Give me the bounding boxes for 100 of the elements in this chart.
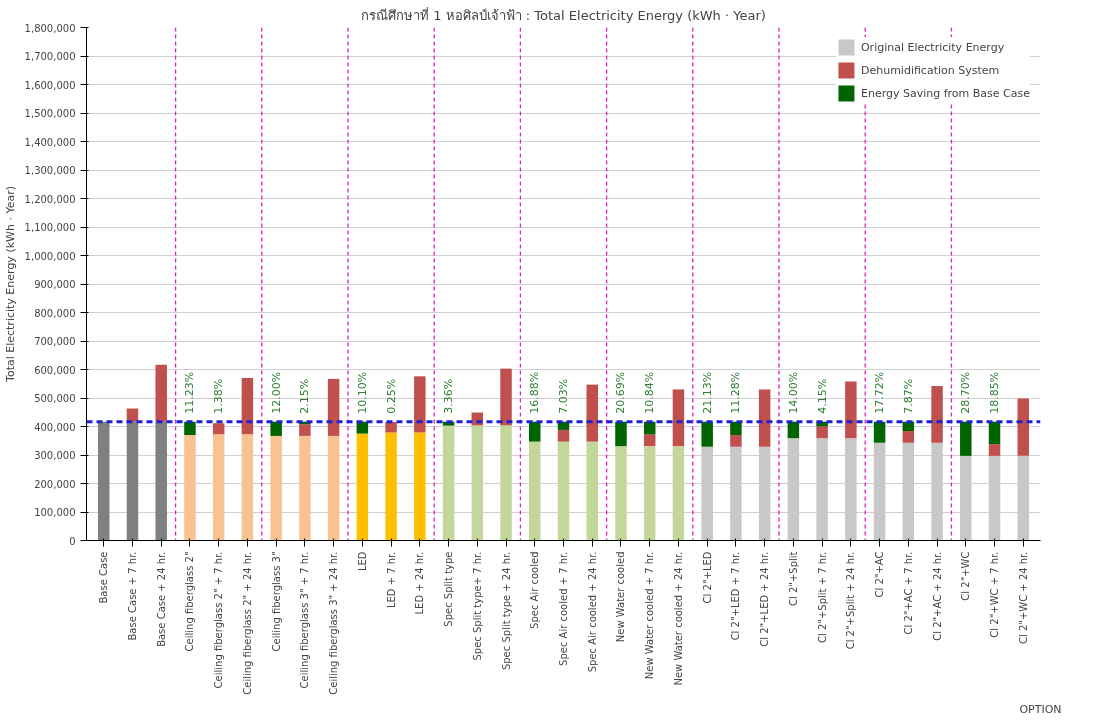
annotation: 12.00% bbox=[269, 371, 283, 414]
bar bbox=[672, 389, 685, 447]
x-tick-label: Cl 2"+AC + 24 hr. bbox=[931, 551, 943, 641]
y-tick-label: 800,000 bbox=[34, 307, 76, 319]
x-tick-label: Base Case bbox=[98, 551, 110, 604]
x-tick-label: LED + 24 hr. bbox=[414, 551, 426, 615]
annotation: 14.00% bbox=[786, 371, 800, 414]
annotation: 10.84% bbox=[643, 371, 657, 414]
bar bbox=[643, 446, 656, 541]
bar bbox=[730, 421, 742, 436]
x-tick-label: Cl 2"+Split + 7 hr. bbox=[816, 551, 828, 643]
bar bbox=[500, 368, 512, 426]
bar bbox=[155, 421, 167, 541]
y-tick-label: 300,000 bbox=[34, 450, 76, 461]
bar bbox=[270, 435, 282, 541]
bar bbox=[126, 421, 139, 541]
bar bbox=[988, 444, 1001, 456]
y-tick-label: 1,800,000 bbox=[24, 22, 76, 34]
annotation: 18.85% bbox=[988, 371, 1002, 414]
annotation: 10.10% bbox=[355, 371, 369, 414]
y-tick-label: 900,000 bbox=[34, 279, 76, 290]
y-tick-label: 500,000 bbox=[34, 393, 76, 404]
x-tick-label: Cl 2"+Split + 24 hr. bbox=[845, 551, 857, 650]
bar bbox=[184, 435, 196, 541]
bar bbox=[615, 446, 627, 541]
x-tick-label: Ceiling fiberglass 3" + 24 hr. bbox=[328, 551, 340, 695]
chart-title: กรณีศึกษาที่ 1 หอศิลป์เจ้าฟ้า : Total Electricity Energy (kWh · Year) bbox=[361, 6, 766, 23]
x-tick-label: LED + 7 hr. bbox=[385, 551, 397, 609]
bar bbox=[414, 432, 426, 541]
y-tick-label: 400,000 bbox=[34, 421, 76, 433]
x-tick-label: New Water cooled bbox=[615, 551, 627, 643]
annotation: 4.15% bbox=[815, 378, 829, 414]
x-tick-label: Base Case + 7 hr. bbox=[126, 551, 138, 641]
bar bbox=[241, 378, 254, 435]
x-tick-label: Ceiling fiberglass 2" bbox=[184, 551, 196, 652]
bar bbox=[184, 421, 196, 436]
x-tick-label: Cl 2"+LED bbox=[701, 551, 713, 604]
bar bbox=[557, 441, 570, 541]
y-tick-label: 200,000 bbox=[34, 478, 76, 490]
bar bbox=[1017, 398, 1030, 456]
x-tick-label: Cl 2"+LED + 24 hr. bbox=[759, 551, 771, 647]
bar bbox=[155, 364, 167, 422]
bar bbox=[385, 432, 397, 541]
bar bbox=[327, 378, 340, 436]
bar bbox=[931, 386, 943, 443]
bar bbox=[873, 421, 886, 443]
bar bbox=[988, 421, 1001, 445]
x-tick-label: Cl 2"+WC + 24 hr. bbox=[1017, 551, 1029, 644]
x-tick-label: Spec Split type bbox=[443, 551, 455, 627]
bar bbox=[672, 446, 685, 541]
bar bbox=[212, 434, 225, 541]
annotation: 7.87% bbox=[901, 378, 915, 414]
bar bbox=[615, 421, 627, 447]
bar bbox=[414, 376, 426, 433]
x-tick-label: Base Case + 24 hr. bbox=[155, 551, 167, 647]
bar bbox=[212, 423, 225, 435]
y-tick-label: 1,100,000 bbox=[24, 222, 76, 233]
bar bbox=[758, 389, 771, 447]
bar bbox=[385, 421, 397, 433]
y-tick-label: 0 bbox=[69, 535, 76, 547]
x-tick-label: Cl 2"+AC bbox=[874, 551, 886, 598]
y-tick-label: 1,500,000 bbox=[24, 108, 76, 119]
bar bbox=[586, 441, 598, 541]
x-tick-label: Spec Split type + 24 hr. bbox=[500, 551, 512, 671]
x-axis-title: OPTION bbox=[1019, 702, 1062, 716]
y-tick-label: 1,200,000 bbox=[24, 193, 76, 205]
x-tick-label: Ceiling fiberglass 3" bbox=[270, 551, 282, 652]
annotation: 20.69% bbox=[614, 371, 628, 414]
annotation: 0.25% bbox=[384, 378, 398, 414]
y-tick-label: 1,300,000 bbox=[24, 165, 76, 176]
bar bbox=[557, 429, 570, 442]
bar bbox=[701, 421, 713, 447]
bar bbox=[442, 425, 455, 541]
y-tick-label: 100,000 bbox=[34, 507, 76, 518]
x-tick-label: Spec Split type+ 7 hr. bbox=[471, 551, 483, 661]
x-tick-label: Ceiling fiberglass 3" + 7 hr. bbox=[299, 551, 311, 689]
bar bbox=[500, 425, 512, 541]
bar bbox=[529, 421, 541, 442]
y-tick-label: 1,700,000 bbox=[24, 51, 76, 62]
x-tick-label: Cl 2"+LED + 7 hr. bbox=[730, 551, 742, 641]
annotation: 7.03% bbox=[557, 378, 570, 414]
legend-label: Original Electricity Energy bbox=[860, 40, 1005, 54]
bar bbox=[586, 384, 598, 442]
y-tick-label: 1,600,000 bbox=[24, 79, 76, 91]
legend-label: Dehumidification System bbox=[860, 63, 1000, 77]
annotation: 11.28% bbox=[729, 371, 743, 414]
y-tick-label: 1,400,000 bbox=[24, 136, 76, 148]
annotation: 3.36% bbox=[442, 378, 456, 414]
y-tick-label: 700,000 bbox=[34, 336, 76, 347]
x-tick-label: Cl 2"+WC bbox=[960, 551, 972, 601]
bar bbox=[356, 421, 369, 434]
annotation: 2.15% bbox=[298, 378, 312, 414]
x-tick-label: Cl 2"+Split bbox=[787, 551, 799, 606]
bar bbox=[241, 434, 254, 541]
x-tick-label: New Water cooled + 7 hr. bbox=[644, 551, 656, 680]
legend-label: Energy Saving from Base Case bbox=[860, 86, 1030, 100]
bar bbox=[845, 381, 857, 439]
bar bbox=[960, 421, 972, 456]
annotation: 1.38% bbox=[212, 378, 226, 414]
y-tick-label: 1,000,000 bbox=[24, 250, 76, 262]
